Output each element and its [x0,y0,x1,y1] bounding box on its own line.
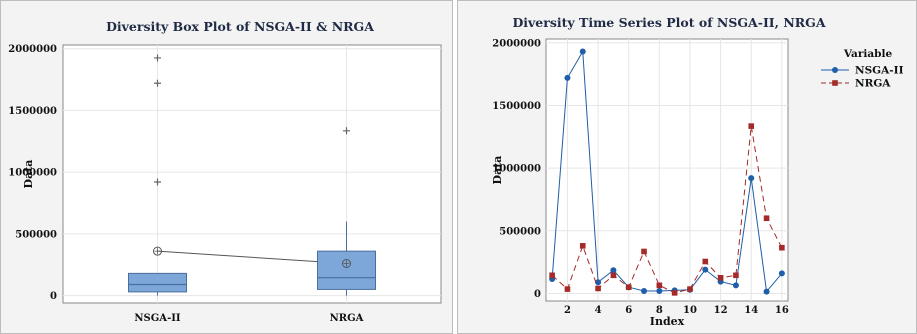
legend-label-nrga: NRGA [855,78,891,90]
x-tick-label: 12 [714,305,728,316]
outlier-point [154,79,161,87]
data-point-nrga [610,272,617,279]
x-tick-label: 4 [595,305,602,316]
mean-marker-cross [343,260,350,267]
data-point-nrga [717,275,724,281]
data-point-nsga-ii [641,287,648,294]
y-tick-label: 2000000 [492,38,541,49]
data-point-nrga [579,243,586,249]
legend-title: Variable [843,48,893,60]
time-series-ylabel: Data [491,156,504,185]
time-series-plot-area [545,38,789,302]
data-point-nrga [549,272,555,279]
time-series-chart: Diversity Time Series Plot of NSGA-II, N… [457,0,917,334]
series-line-nrga [551,126,783,294]
legend-marker-nrga [832,80,838,86]
x-tick-label: 14 [744,305,758,316]
y-tick-label: 1000000 [492,164,541,175]
y-tick-label: 1500000 [8,106,57,117]
x-tick-label: 10 [683,305,697,316]
y-tick-label: 0 [50,291,57,302]
mean-marker-cross [154,248,161,255]
box-plot-area [62,44,442,304]
data-point-nrga [564,286,571,292]
data-point-nsga-ii [778,270,785,277]
x-tick-label: 2 [564,305,571,316]
box-plot-chart: Diversity Box Plot of NSGA-II & NRGA Dat… [0,0,453,334]
box-nrga [317,250,376,290]
y-tick-label: 500000 [499,226,541,237]
data-point-nsga-ii [763,288,770,295]
x-tick-label: 6 [625,305,632,316]
data-point-nsga-ii [732,282,739,289]
x-tick-label: NRGA [330,313,364,324]
box-plot-title: Diversity Box Plot of NSGA-II & NRGA [106,19,374,34]
data-point-nrga [687,286,693,292]
data-point-nrga [763,215,770,222]
data-point-nsga-ii [610,267,617,274]
data-point-nrga [702,258,709,265]
data-point-nrga [671,290,678,296]
data-point-nsga-ii [702,266,709,273]
outlier-point [343,127,350,135]
data-point-nsga-ii [579,48,586,55]
data-point-nsga-ii [595,279,602,286]
legend-label-nsga-ii: NSGA-II [855,65,904,77]
box-nsga-ii [128,272,187,293]
data-point-nrga [595,285,601,292]
data-point-nsga-ii [748,175,755,182]
outlier-point [154,178,161,186]
data-point-nrga [656,282,663,289]
mean-connect-line [157,250,347,264]
legend-marker-nsga-ii [832,67,838,73]
y-tick-label: 0 [534,289,541,300]
time-series-xlabel: Index [650,315,685,328]
data-point-nrga [779,244,785,251]
x-tick-label: 16 [775,305,789,316]
mean-marker [153,246,162,256]
data-point-nrga [625,284,632,291]
time-series-panel: Diversity Time Series Plot of NSGA-II, N… [457,0,917,334]
box-plot-panel: Diversity Box Plot of NSGA-II & NRGA Dat… [0,0,453,334]
y-tick-label: 2000000 [8,44,57,55]
data-point-nsga-ii [564,74,571,81]
data-point-nrga [748,123,755,129]
y-tick-label: 1000000 [8,168,57,179]
data-point-nrga [641,248,647,255]
x-tick-label: NSGA-II [134,313,180,324]
x-tick-label: 8 [656,305,663,316]
data-point-nsga-ii [656,287,663,294]
box-plot-ylabel: Data [22,160,35,189]
time-series-title: Diversity Time Series Plot of NSGA-II, N… [512,15,825,30]
mean-marker [342,258,351,268]
y-tick-label: 500000 [15,229,57,240]
outlier-point [154,54,161,62]
data-point-nrga [733,272,739,279]
series-line-nsga-ii [551,49,783,293]
y-tick-label: 1500000 [492,101,541,112]
